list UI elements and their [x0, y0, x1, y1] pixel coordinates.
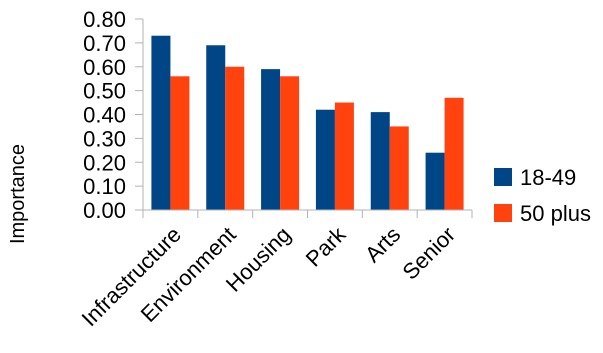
legend: 18-49 50 plus: [494, 165, 591, 226]
y-axis-title: Importance: [7, 144, 29, 244]
bar-50-plus-environment: [225, 66, 245, 210]
bar-18-49-senior: [425, 152, 445, 210]
y-tick-label: 0.80: [83, 7, 126, 32]
bar-18-49-housing: [261, 69, 281, 210]
y-tick-label: 0.30: [83, 126, 126, 151]
y-tick-label: 0.10: [83, 174, 126, 199]
y-tick-label: 0.50: [83, 79, 126, 104]
bar-50-plus-senior: [444, 97, 464, 210]
y-tick-label: 0.00: [83, 198, 126, 223]
legend-swatch: [494, 168, 512, 186]
y-tick-label: 0.70: [83, 31, 126, 56]
legend-swatch: [494, 204, 512, 222]
x-tick-label: Park: [301, 221, 351, 271]
bar-50-plus-park: [334, 102, 354, 210]
y-tick-label: 0.40: [83, 103, 126, 128]
bar-18-49-environment: [206, 45, 226, 211]
y-axis-ticks: 0.000.100.200.300.400.500.600.700.80: [83, 7, 143, 223]
bar-18-49-infrastructure: [151, 35, 171, 211]
y-tick-label: 0.60: [83, 55, 126, 80]
legend-label: 18-49: [520, 165, 576, 190]
x-tick-label: Arts: [360, 222, 405, 267]
x-tick-label: Senior: [397, 222, 460, 285]
bar-18-49-arts: [370, 112, 390, 210]
bar-18-49-park: [315, 109, 335, 210]
bars: [142, 35, 473, 218]
bar-50-plus-infrastructure: [170, 76, 190, 210]
y-tick-label: 0.20: [83, 150, 126, 175]
legend-label: 50 plus: [520, 201, 591, 226]
bar-50-plus-arts: [389, 126, 409, 210]
bar-50-plus-housing: [280, 76, 300, 210]
